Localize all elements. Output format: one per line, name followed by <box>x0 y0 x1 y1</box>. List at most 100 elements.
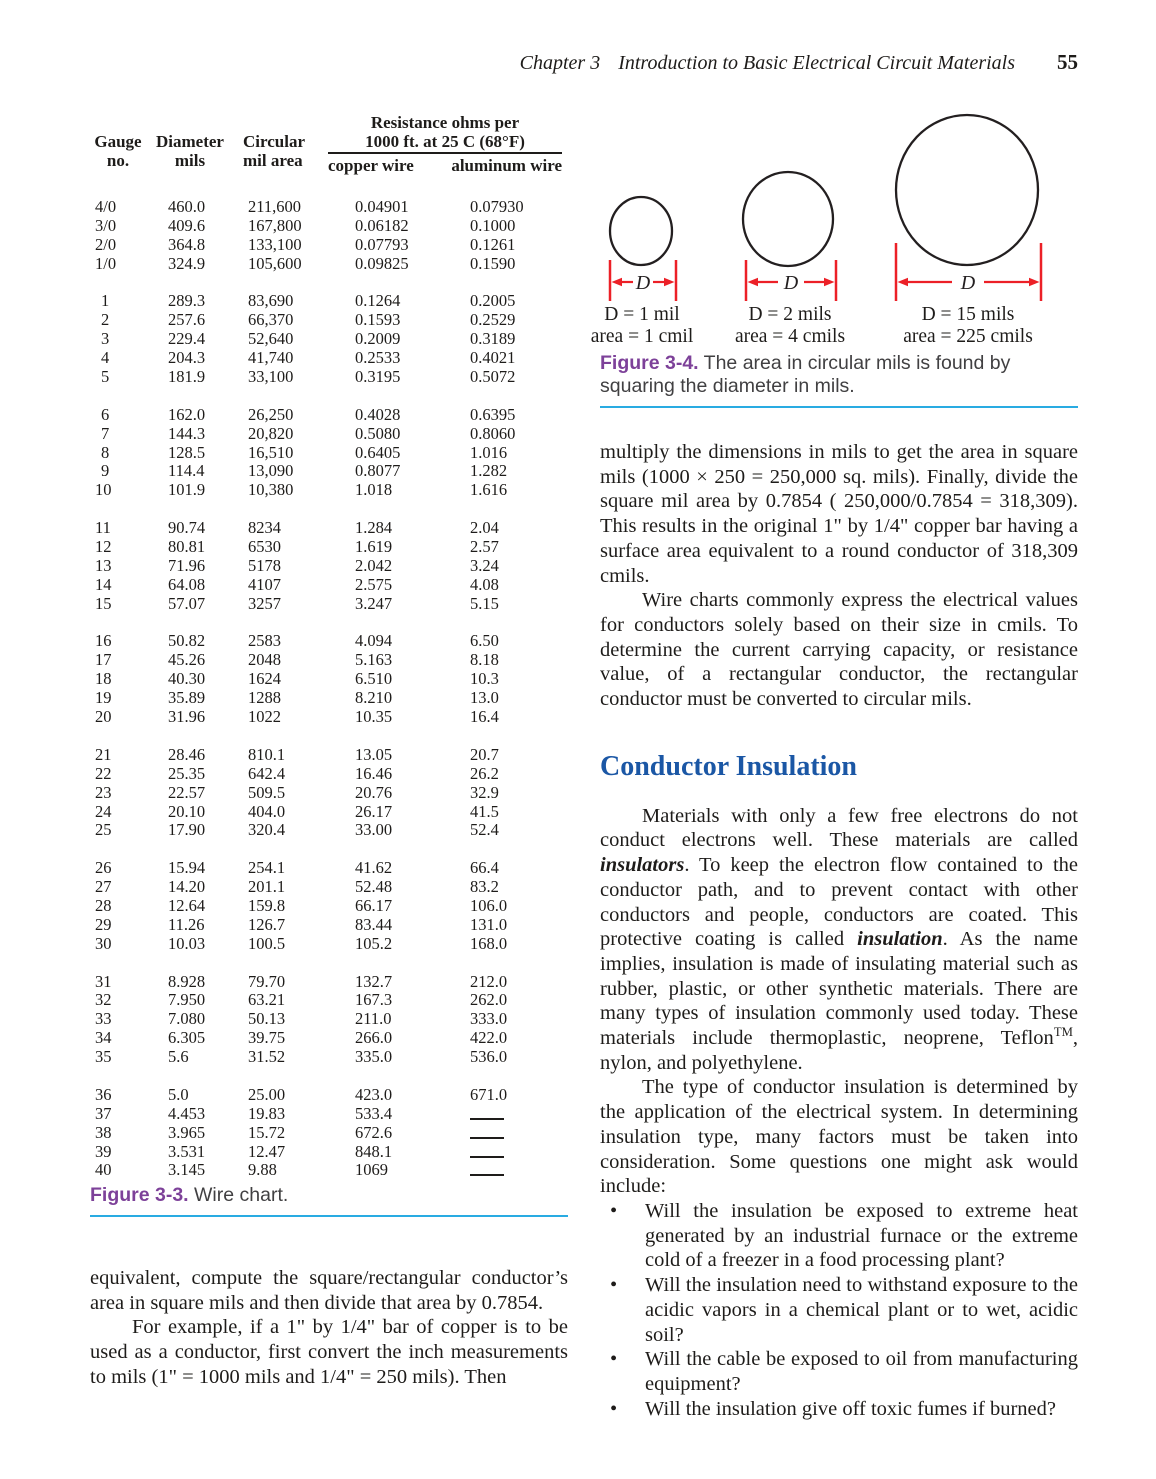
table-cell: 1.018 <box>355 480 393 500</box>
table-cell: 5.0 <box>168 1084 189 1104</box>
table-cell: 0.1590 <box>470 253 516 273</box>
table-cell: 2.042 <box>355 555 393 575</box>
table-cell: 7.950 <box>168 990 206 1010</box>
table-row: 25 17.90 320.4 33.00 52.4 <box>90 820 568 840</box>
question-bullet-list: • Will the insulation be exposed to extre… <box>600 1199 1078 1421</box>
table-cell: 460.0 <box>168 197 206 216</box>
table-cell: 10 <box>95 480 112 500</box>
table-cell: 144.3 <box>168 423 206 443</box>
bullet-text: Will the insulation need to withstand ex… <box>645 1274 1078 1346</box>
table-cell: 105.2 <box>355 933 393 953</box>
table-row: 12 80.81 6530 1.619 2.57 <box>90 537 568 557</box>
table-cell: 0.5080 <box>355 423 401 443</box>
diameter-value-line: D = 1 mil <box>604 304 680 325</box>
table-cell: 20,820 <box>248 423 294 443</box>
table-cell: 15.72 <box>248 1122 286 1142</box>
resistance-header-line1: Resistance ohms per <box>370 113 520 132</box>
table-cell: 40 <box>95 1160 112 1180</box>
table-cell: 262.0 <box>470 990 508 1010</box>
figure-3-4-caption-text: The area in circular mils is found by sq… <box>600 352 1011 397</box>
table-cell: 19 <box>95 688 112 708</box>
table-row: 33 7.080 50.13 211.0 333.0 <box>90 1009 568 1029</box>
table-group: 26 15.94 254.1 41.62 66.4 27 14.20 201.1 52.48 83… <box>90 858 568 953</box>
table-cell: 229.4 <box>168 329 206 349</box>
col-header-gauge: Gauge no. <box>90 132 146 170</box>
table-cell: 11 <box>95 518 111 538</box>
table-cell: 63.21 <box>248 990 286 1010</box>
table-cell: 0.07930 <box>470 197 524 216</box>
blank-value-line <box>470 1105 504 1120</box>
table-row: 36 5.0 25.00 423.0 671.0 <box>90 1084 568 1105</box>
table-cell: 2583 <box>248 631 281 651</box>
table-cell: 133,100 <box>248 234 302 254</box>
table-cell: 66.4 <box>470 858 499 878</box>
table-cell: 4/0 <box>95 197 117 216</box>
table-row: 9 114.4 13,090 0.8077 1.282 <box>90 462 568 481</box>
table-cell: 17 <box>95 650 112 670</box>
table-cell <box>470 1124 568 1144</box>
table-cell: 0.8077 <box>355 461 401 481</box>
figure-3-4-size-label: D = 15 mils area = 225 cmils <box>848 304 1088 348</box>
table-cell: 7.080 <box>168 1009 206 1029</box>
table-cell: 0.2529 <box>470 310 516 330</box>
right-column: D D <box>591 100 1078 1421</box>
table-cell: 33,100 <box>248 367 294 387</box>
table-row: 13 71.96 5178 2.042 3.24 <box>90 555 568 576</box>
figure-3-4-caption: Figure 3-4. The area in circular mils is… <box>600 352 1078 398</box>
figure-3-4-caption-label: Figure 3-4. <box>600 352 699 374</box>
figure-3-4: D D <box>591 100 1078 350</box>
table-cell: 15.94 <box>168 858 206 878</box>
table-cell: 30 <box>95 933 112 953</box>
table-cell: 2048 <box>248 650 281 670</box>
table-row: 4/0 460.0 211,600 0.04901 0.07930 <box>90 197 568 217</box>
table-cell: 0.09825 <box>355 253 409 273</box>
bullet-text: Will the insulation give off toxic fumes… <box>645 1397 1056 1420</box>
table-cell: 6.50 <box>470 631 499 651</box>
figure-3-4-size-label: D = 2 mils area = 4 cmils <box>670 304 910 348</box>
table-cell: 1.016 <box>470 442 508 462</box>
conductor-circle-2mils <box>741 170 835 268</box>
table-cell: 4107 <box>248 574 281 594</box>
table-cell: 38 <box>95 1122 112 1142</box>
table-cell: 27 <box>95 877 112 897</box>
table-cell: 13.05 <box>355 744 393 764</box>
table-cell: 32 <box>95 990 112 1010</box>
table-cell: 90.74 <box>168 518 206 538</box>
paragraph: For example, if a 1" by 1/4" bar of copp… <box>90 1316 568 1388</box>
table-cell: 0.6395 <box>470 404 516 424</box>
col-header-copper-wire: copper wire <box>328 156 414 175</box>
table-cell: 162.0 <box>168 404 206 424</box>
table-cell: 0.1261 <box>470 234 516 254</box>
table-row: 27 14.20 201.1 52.48 83.2 <box>90 877 568 897</box>
table-row: 8 128.5 16,510 0.6405 1.016 <box>90 442 568 463</box>
dimension-line-15mils: D <box>894 243 1043 301</box>
table-row: 20 31.96 1022 10.35 16.4 <box>90 707 568 727</box>
table-cell: 204.3 <box>168 348 206 368</box>
bullet-icon: • <box>610 1199 618 1222</box>
table-cell: 0.1264 <box>355 291 401 311</box>
table-cell: 83.44 <box>355 914 393 934</box>
right-paragraphs-top: multiply the dimensions in mils to get t… <box>600 440 1078 712</box>
table-cell: 64.08 <box>168 574 206 594</box>
table-cell <box>470 1143 568 1163</box>
table-cell: 28 <box>95 895 112 915</box>
table-cell: 101.9 <box>168 480 206 500</box>
table-cell: 10.03 <box>168 933 206 953</box>
table-group: 21 28.46 810.1 13.05 20.7 22 25.35 642.4 16.46 26… <box>90 744 568 840</box>
table-cell: 26 <box>95 858 112 878</box>
bullet-item: • Will the insulation be exposed to extre… <box>600 1199 1078 1273</box>
table-cell: 100.5 <box>248 933 286 953</box>
table-cell: 4.094 <box>355 631 393 651</box>
table-cell: 20.76 <box>355 782 393 802</box>
wire-chart-figure: Gauge no. Diameter mils Circular mil are… <box>90 113 568 1218</box>
table-cell: 0.6405 <box>355 442 401 462</box>
table-cell: 126.7 <box>248 914 286 934</box>
table-cell: 22 <box>95 763 112 783</box>
table-cell: 12.64 <box>168 895 206 915</box>
table-cell: 254.1 <box>248 858 286 878</box>
table-cell: 4.453 <box>168 1103 206 1123</box>
table-cell: 20 <box>95 707 112 727</box>
table-cell: 324.9 <box>168 253 206 273</box>
table-cell: 19.83 <box>248 1103 286 1123</box>
table-cell: 106.0 <box>470 895 508 915</box>
